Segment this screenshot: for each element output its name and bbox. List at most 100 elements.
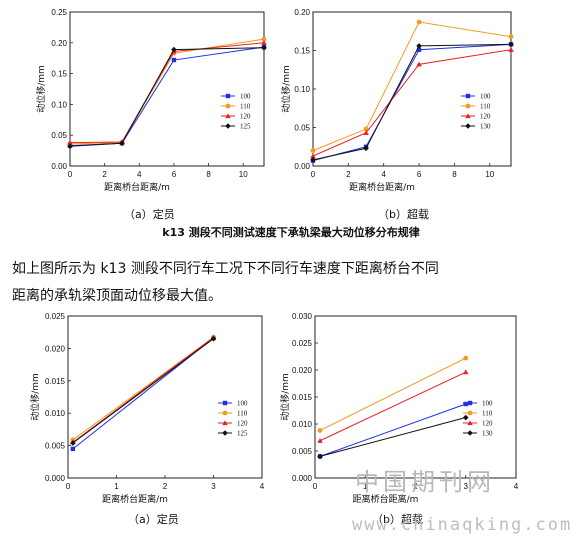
x-tick-label: 4 bbox=[514, 482, 519, 491]
y-tick-label: 0.10 bbox=[51, 100, 67, 109]
legend-label-130: 130 bbox=[480, 123, 491, 131]
y-tick-label: 0.010 bbox=[45, 409, 66, 418]
x-tick-label: 0 bbox=[313, 482, 318, 491]
legend-label-110: 110 bbox=[480, 103, 491, 111]
plot-frame bbox=[69, 11, 265, 167]
legend-marker-120 bbox=[467, 420, 473, 426]
chart-b-top: 0 2 4 6 8 10 0.00 0.05 0.10 0.15 0.20 距离桥台距离/m 动位移/m… bbox=[280, 8, 514, 193]
legend-marker-100 bbox=[225, 93, 231, 99]
legend-label-110: 110 bbox=[482, 410, 493, 418]
data-point-120 bbox=[317, 437, 323, 443]
data-point-120 bbox=[363, 130, 369, 135]
caption-a-bottom: （a）定员 bbox=[128, 512, 179, 526]
figure-title: k13 测段不同测试速度下承轨梁最大动位移分布规律 bbox=[162, 225, 419, 239]
series-line-130 bbox=[312, 43, 512, 161]
body-paragraph-line2: 距离的承轨梁顶面动位移最大值。 bbox=[12, 288, 222, 304]
y-axis-label: 动位移/mm bbox=[29, 373, 41, 421]
data-point-130 bbox=[416, 43, 422, 49]
caption-b-top: （b）超载 bbox=[378, 207, 429, 221]
legend-marker-130 bbox=[467, 430, 473, 436]
legend-label-120: 120 bbox=[482, 420, 493, 428]
data-point-110 bbox=[416, 19, 422, 25]
legend-label-100: 100 bbox=[240, 93, 251, 101]
y-tick-label: 0.015 bbox=[292, 393, 313, 402]
y-tick-label: 0.00 bbox=[294, 162, 310, 171]
y-tick-label: 0.000 bbox=[45, 474, 66, 483]
legend-marker-120 bbox=[465, 113, 471, 119]
x-tick-label: 0 bbox=[66, 482, 71, 491]
legend-marker-110 bbox=[465, 103, 471, 109]
series-line-125 bbox=[72, 338, 214, 444]
series-line-120 bbox=[72, 336, 214, 443]
y-tick-label: 0.10 bbox=[294, 85, 310, 94]
x-axis-label: 距离桥台距离/m bbox=[104, 181, 170, 193]
legend-label-100: 100 bbox=[237, 400, 248, 408]
legend-marker-110 bbox=[467, 410, 473, 416]
x-axis-label: 距离桥台距离/m bbox=[349, 181, 415, 193]
legend-label-100: 100 bbox=[482, 400, 493, 408]
series-line-130 bbox=[319, 417, 466, 457]
data-point-110 bbox=[310, 148, 316, 154]
x-tick-label: 4 bbox=[381, 170, 386, 179]
y-axis-label: 动位移/mm bbox=[279, 373, 291, 421]
x-tick-label: 4 bbox=[260, 482, 265, 491]
data-point-130 bbox=[317, 453, 323, 460]
y-tick-label: 0.20 bbox=[294, 8, 310, 17]
x-tick-label: 10 bbox=[485, 170, 494, 179]
x-tick-label: 2 bbox=[346, 170, 351, 179]
chart-a-bottom: 0 1 2 3 4 0.000 0.005 0.010 0.015 0.020 0.025 距离桥台距… bbox=[29, 312, 265, 505]
y-tick-label: 0.025 bbox=[45, 312, 66, 321]
y-tick-label: 0.20 bbox=[51, 39, 67, 48]
data-point-100 bbox=[463, 401, 468, 407]
y-tick-label: 0.030 bbox=[292, 312, 313, 321]
x-tick-label: 3 bbox=[211, 482, 216, 491]
caption-b-bottom: （b）超载 bbox=[372, 512, 423, 526]
x-tick-label: 8 bbox=[452, 170, 457, 179]
x-tick-label: 2 bbox=[102, 170, 107, 179]
x-tick-label: 6 bbox=[417, 170, 422, 179]
data-point-120 bbox=[463, 369, 469, 375]
plot-frame bbox=[314, 315, 517, 479]
legend-label-100: 100 bbox=[480, 93, 491, 101]
data-point-100 bbox=[416, 47, 422, 52]
data-point-125 bbox=[171, 46, 177, 53]
data-point-110 bbox=[317, 428, 323, 433]
data-point-125 bbox=[67, 143, 73, 150]
data-point-130 bbox=[462, 414, 469, 421]
data-point-130 bbox=[363, 145, 369, 152]
legend-marker-100 bbox=[467, 400, 473, 406]
legend-marker-100 bbox=[222, 400, 228, 406]
legend-marker-120 bbox=[222, 420, 228, 426]
legend-marker-100 bbox=[465, 93, 471, 99]
legend-label-120: 120 bbox=[240, 113, 251, 121]
y-tick-label: 0.020 bbox=[45, 344, 66, 353]
data-point-120 bbox=[67, 139, 73, 145]
x-axis-label: 距离桥台距离/m bbox=[353, 493, 419, 505]
y-tick-label: 0.25 bbox=[51, 8, 67, 17]
y-tick-label: 0.15 bbox=[294, 47, 310, 56]
x-tick-label: 3 bbox=[464, 482, 469, 491]
legend-marker-125 bbox=[222, 430, 228, 436]
y-tick-label: 0.05 bbox=[51, 131, 67, 140]
caption-a-top: （a）定员 bbox=[124, 207, 175, 221]
series-line-110 bbox=[312, 21, 512, 152]
watermark-url: www.chinaqking.com bbox=[352, 515, 572, 535]
y-tick-label: 0.005 bbox=[292, 447, 313, 456]
plot-frame bbox=[67, 315, 263, 479]
legend-label-130: 130 bbox=[482, 430, 493, 438]
x-tick-label: 2 bbox=[163, 482, 168, 491]
series-line-120 bbox=[69, 42, 265, 144]
legend-label-110: 110 bbox=[240, 103, 251, 111]
y-tick-label: 0.020 bbox=[292, 366, 313, 375]
legend-label-120: 120 bbox=[480, 113, 491, 121]
legend-marker-120 bbox=[225, 113, 231, 119]
legend-marker-130 bbox=[465, 123, 471, 129]
series-line-120 bbox=[312, 49, 512, 157]
y-tick-label: 0.15 bbox=[51, 70, 67, 79]
legend-marker-125 bbox=[225, 123, 231, 129]
x-tick-label: 6 bbox=[172, 170, 177, 179]
series-line-120 bbox=[319, 371, 466, 442]
data-point-120 bbox=[261, 40, 267, 45]
data-point-120 bbox=[508, 46, 514, 52]
